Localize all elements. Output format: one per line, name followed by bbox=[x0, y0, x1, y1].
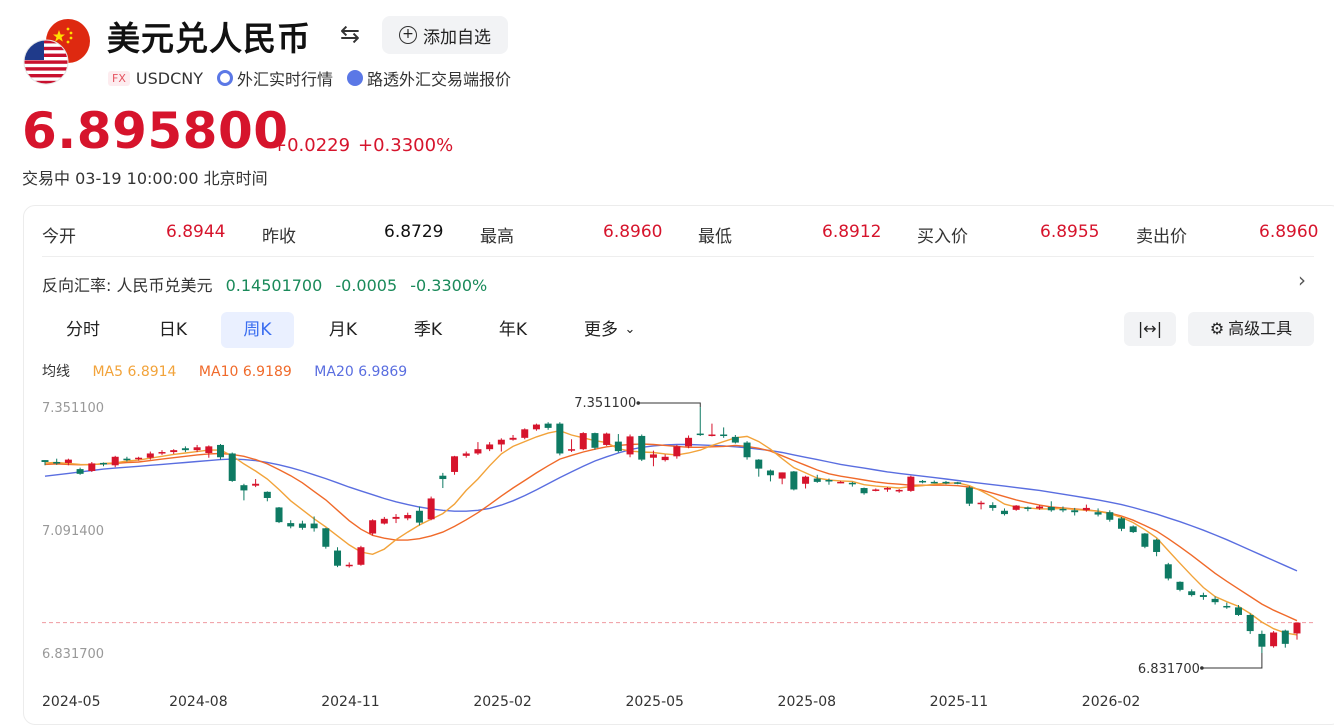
plus-icon: + bbox=[399, 26, 417, 44]
clock-icon bbox=[216, 70, 233, 86]
currency-flags-icon bbox=[23, 19, 90, 85]
open-label: 今开 bbox=[42, 227, 76, 247]
chevron-right-icon[interactable]: › bbox=[1298, 268, 1306, 292]
chevron-down-icon[interactable]: ⌄ bbox=[624, 322, 636, 337]
tab-quarterly[interactable]: 季K bbox=[413, 320, 443, 340]
add-watchlist-button[interactable]: + 添加自选 bbox=[382, 16, 508, 54]
reverse-rate-row[interactable]: 反向汇率: 人民币兑美元 0.14501700 -0.0005 -0.3300% bbox=[42, 272, 487, 296]
fit-width-button[interactable]: |↔| bbox=[1124, 312, 1176, 346]
prev-close-label: 昨收 bbox=[262, 227, 296, 247]
ma-label: 均线 bbox=[42, 364, 70, 380]
high-value: 6.8960 bbox=[603, 222, 663, 242]
reverse-rate-label: 反向汇率: 人民币兑美元 bbox=[42, 276, 213, 295]
tab-yearly[interactable]: 年K bbox=[498, 320, 528, 340]
price-change-pct: +0.3300% bbox=[358, 135, 454, 156]
advanced-tools-label: 高级工具 bbox=[1228, 319, 1293, 338]
divider bbox=[42, 256, 1314, 257]
symbol-row: FX USDCNY 外汇实时行情 路透外汇交易端报价 bbox=[108, 66, 511, 90]
tab-daily[interactable]: 日K bbox=[158, 320, 188, 340]
bid-label: 买入价 bbox=[917, 227, 968, 247]
wrench-icon: ⚙ bbox=[1209, 319, 1225, 338]
page-title: 美元兑人民币 bbox=[107, 19, 311, 58]
swap-icon[interactable]: ⇆ bbox=[340, 20, 361, 48]
reverse-rate-change-pct: -0.3300% bbox=[410, 276, 488, 295]
tab-intraday[interactable]: 分时 bbox=[66, 320, 100, 340]
high-label: 最高 bbox=[480, 227, 514, 247]
last-price: 6.895800 bbox=[22, 102, 289, 160]
prev-close-value: 6.8729 bbox=[384, 222, 444, 242]
tab-more[interactable]: 更多 bbox=[584, 320, 618, 340]
low-value: 6.8912 bbox=[822, 222, 882, 242]
ma-legend: 均线 MA5 6.8914 MA10 6.9189 MA20 6.9869 bbox=[42, 361, 425, 381]
advanced-tools-button[interactable]: ⚙ 高级工具 bbox=[1188, 312, 1314, 346]
ask-label: 卖出价 bbox=[1136, 227, 1187, 247]
open-value: 6.8944 bbox=[166, 222, 226, 242]
reverse-rate-change: -0.0005 bbox=[335, 276, 398, 295]
ask-value: 6.8960 bbox=[1259, 222, 1319, 242]
price-change: +0.0229 bbox=[272, 135, 351, 156]
fx-badge: FX bbox=[108, 70, 130, 86]
ma20-legend: MA20 6.9869 bbox=[314, 364, 408, 380]
reverse-rate-value: 0.14501700 bbox=[225, 276, 323, 295]
tab-weekly[interactable]: 周K bbox=[221, 312, 294, 348]
low-label: 最低 bbox=[698, 227, 732, 247]
add-watchlist-label: 添加自选 bbox=[423, 27, 491, 48]
globe-icon bbox=[347, 70, 363, 86]
bid-value: 6.8955 bbox=[1040, 222, 1100, 242]
ma5-legend: MA5 6.8914 bbox=[92, 364, 177, 380]
reuters-link[interactable]: 路透外汇交易端报价 bbox=[367, 70, 512, 89]
ma10-legend: MA10 6.9189 bbox=[198, 364, 292, 380]
tab-monthly[interactable]: 月K bbox=[328, 320, 358, 340]
realtime-link[interactable]: 外汇实时行情 bbox=[236, 70, 333, 89]
symbol-code: USDCNY bbox=[135, 68, 203, 88]
trading-status: 交易中 03-19 10:00:00 北京时间 bbox=[22, 169, 268, 188]
